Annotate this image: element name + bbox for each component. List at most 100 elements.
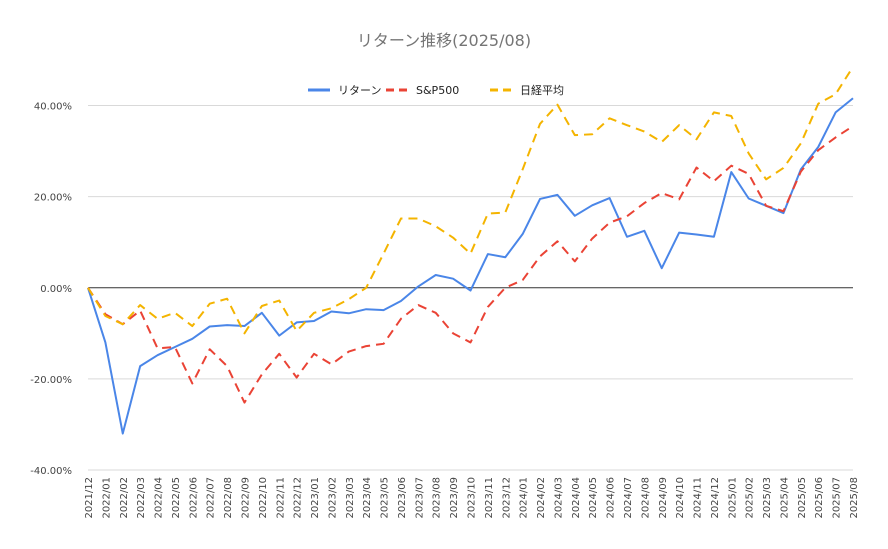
data-point xyxy=(261,305,263,307)
data-point xyxy=(296,377,298,379)
data-point xyxy=(435,274,437,276)
data-point xyxy=(852,97,854,99)
legend-label: S&P500 xyxy=(416,84,459,97)
data-point xyxy=(782,167,784,169)
data-point xyxy=(452,332,454,334)
series-line xyxy=(87,97,854,435)
data-point xyxy=(452,278,454,280)
data-point xyxy=(209,348,211,350)
data-point xyxy=(800,171,802,173)
data-point xyxy=(626,124,628,126)
x-tick-label: 2024/06 xyxy=(606,477,617,519)
x-tick-label: 2023/02 xyxy=(327,477,338,519)
data-point xyxy=(209,303,211,305)
gridlines xyxy=(88,105,853,471)
data-point xyxy=(226,298,228,300)
series-0 xyxy=(87,97,854,435)
data-point xyxy=(365,287,367,289)
data-point xyxy=(556,194,558,196)
data-point xyxy=(435,225,437,227)
x-tick-label: 2025/03 xyxy=(762,477,773,519)
x-tick-label: 2025/04 xyxy=(779,477,790,519)
data-point xyxy=(296,321,298,323)
x-tick-label: 2022/06 xyxy=(188,477,199,519)
x-tick-label: 2024/04 xyxy=(571,477,582,519)
data-point xyxy=(696,167,698,169)
x-tick-label: 2022/11 xyxy=(275,477,286,519)
data-point xyxy=(782,210,784,212)
data-point xyxy=(330,310,332,312)
data-point xyxy=(748,173,750,175)
x-tick-label: 2025/02 xyxy=(745,477,756,519)
data-point xyxy=(852,66,854,68)
x-tick-label: 2023/08 xyxy=(432,477,443,519)
data-point xyxy=(278,353,280,355)
data-point xyxy=(487,213,489,215)
data-point xyxy=(261,312,263,314)
data-point xyxy=(765,178,767,180)
data-point xyxy=(157,318,159,320)
data-point xyxy=(643,131,645,133)
data-point xyxy=(522,279,524,281)
x-tick-label: 2022/05 xyxy=(171,477,182,519)
data-point xyxy=(470,341,472,343)
x-tick-label: 2025/05 xyxy=(797,477,808,519)
data-point xyxy=(400,300,402,302)
data-point xyxy=(678,124,680,126)
x-tick-label: 2022/03 xyxy=(136,477,147,519)
data-point xyxy=(313,320,315,322)
data-point xyxy=(139,304,141,306)
data-point xyxy=(748,197,750,199)
data-point xyxy=(643,230,645,232)
x-tick-label: 2023/03 xyxy=(345,477,356,519)
data-point xyxy=(835,136,837,138)
data-point xyxy=(504,256,506,258)
data-point xyxy=(835,93,837,95)
data-point xyxy=(243,332,245,334)
data-point xyxy=(400,318,402,320)
series-line xyxy=(87,125,854,404)
x-tick-label: 2025/07 xyxy=(832,477,843,519)
data-point xyxy=(104,315,106,317)
x-tick-label: 2023/11 xyxy=(484,477,495,519)
data-point xyxy=(817,149,819,151)
data-point xyxy=(487,253,489,255)
x-tick-label: 2023/09 xyxy=(449,477,460,519)
data-point xyxy=(591,204,593,206)
data-point xyxy=(643,202,645,204)
data-point xyxy=(243,325,245,327)
y-tick-label: 0.00% xyxy=(40,284,72,295)
data-point xyxy=(574,260,576,262)
data-point xyxy=(574,134,576,136)
data-point xyxy=(191,382,193,384)
data-point xyxy=(609,222,611,224)
x-tick-label: 2021/12 xyxy=(84,477,95,519)
data-point xyxy=(713,180,715,182)
data-point xyxy=(730,171,732,173)
data-point xyxy=(348,298,350,300)
y-tick-label: -40.00% xyxy=(30,466,72,477)
data-point xyxy=(383,343,385,345)
x-tick-label: 2022/01 xyxy=(101,477,112,519)
x-tick-label: 2024/09 xyxy=(658,477,669,519)
data-point xyxy=(661,267,663,269)
data-point xyxy=(174,346,176,348)
data-point xyxy=(522,168,524,170)
data-point xyxy=(435,312,437,314)
data-point xyxy=(556,104,558,106)
series-1 xyxy=(87,125,854,404)
x-tick-label: 2023/10 xyxy=(467,477,478,519)
data-point xyxy=(261,373,263,375)
data-point xyxy=(696,138,698,140)
data-point xyxy=(417,304,419,306)
y-tick-label: -20.00% xyxy=(30,375,72,386)
x-tick-label: 2022/02 xyxy=(119,477,130,519)
data-point xyxy=(539,123,541,125)
data-point xyxy=(556,240,558,242)
x-tick-label: 2025/08 xyxy=(849,477,860,519)
data-point xyxy=(226,324,228,326)
data-point xyxy=(122,323,124,325)
legend-label: 日経平均 xyxy=(520,84,564,97)
x-tick-label: 2024/03 xyxy=(553,477,564,519)
